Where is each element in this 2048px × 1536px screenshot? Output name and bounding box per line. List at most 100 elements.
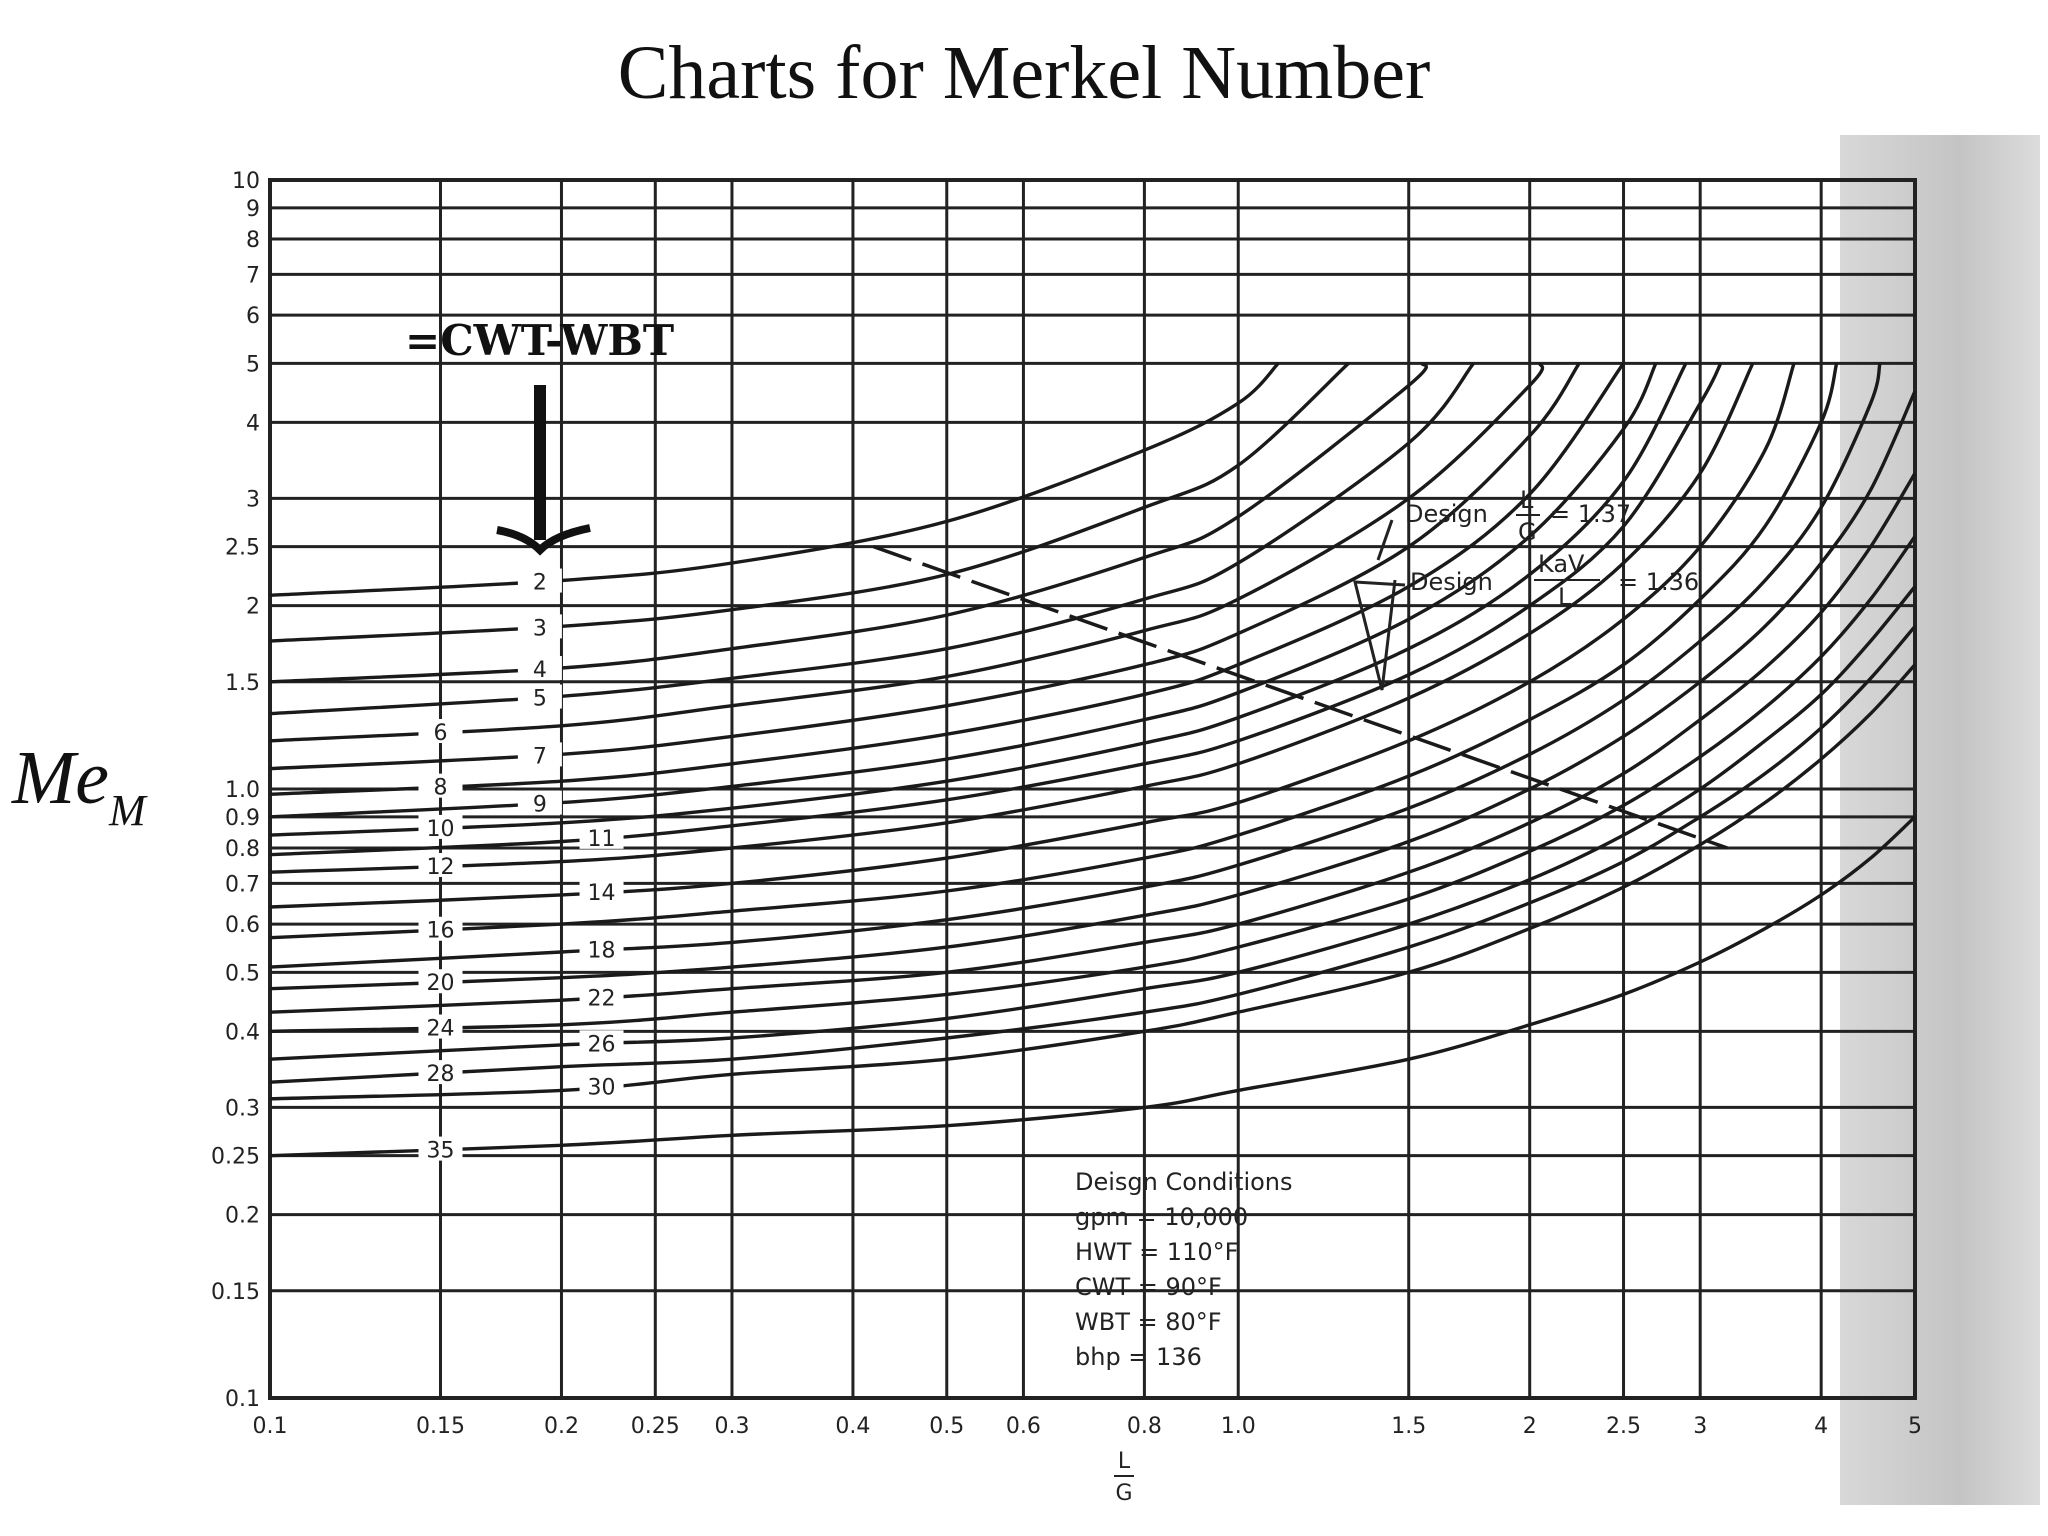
x-tick-label: 0.25	[631, 1414, 680, 1439]
series-label-bg	[418, 916, 463, 941]
design-kav-value: = 1.36	[1618, 568, 1699, 596]
x-tick-label: 2	[1523, 1414, 1537, 1439]
design-conditions: Deisgn Conditions gpm = 10,000 HWT = 110…	[1075, 1168, 1293, 1371]
series-curve	[269, 362, 1796, 909]
y-tick-label: 9	[246, 197, 260, 222]
y-tick-label: 0.15	[211, 1280, 260, 1305]
series-label: 2	[533, 571, 547, 596]
x-tick-label: 0.2	[544, 1414, 579, 1439]
x-tick-label: 0.1	[253, 1414, 288, 1439]
series-label: 28	[426, 1062, 454, 1087]
condition-wbt: WBT = 80°F	[1075, 1308, 1222, 1336]
series-label-bg	[517, 790, 562, 815]
series-label-bg	[579, 1030, 624, 1055]
series-label-bg	[418, 853, 463, 878]
series-label-bg	[418, 719, 463, 744]
y-axis-label-main: Me	[12, 736, 110, 820]
series-label-bg	[579, 984, 624, 1009]
series-label-bg	[579, 824, 624, 849]
series-label: 12	[426, 855, 454, 880]
x-axis-label: L G	[1114, 1449, 1134, 1506]
series-label: 10	[426, 817, 454, 842]
series-curve	[269, 472, 1917, 1014]
series-label-bg	[579, 1073, 624, 1098]
curve-layer	[269, 362, 1917, 1158]
series-label-bg	[517, 568, 562, 593]
series-label-bg	[579, 879, 624, 904]
x-tick-label: 0.8	[1127, 1414, 1162, 1439]
series-label: 8	[433, 776, 447, 801]
series-label: 16	[426, 919, 454, 944]
series-curve	[269, 362, 1545, 743]
series-curve	[269, 362, 1625, 796]
series-curve	[269, 625, 1917, 1084]
design-lg-prefix: Design	[1405, 500, 1488, 528]
y-tick-label: 10	[232, 169, 260, 194]
y-tick-label: 4	[246, 411, 260, 436]
design-kav-num: KaV	[1538, 550, 1585, 578]
y-tick-label: 3	[246, 487, 260, 512]
series-label: 5	[533, 687, 547, 712]
series-label-bg	[418, 969, 463, 994]
y-tick-label: 8	[246, 228, 260, 253]
cwt-wbt-annotation: =CWT-WBT	[405, 316, 674, 365]
series-curve	[269, 585, 1917, 1061]
series-label-bg	[517, 656, 562, 681]
condition-bhp: bhp = 136	[1075, 1343, 1202, 1371]
x-tick-label: 2.5	[1606, 1414, 1641, 1439]
series-label: 9	[533, 793, 547, 818]
x-tick-label: 5	[1908, 1414, 1922, 1439]
design-lg-num: L	[1520, 486, 1534, 514]
series-label-bg	[517, 614, 562, 639]
series-label: 20	[426, 971, 454, 996]
series-label: 18	[588, 939, 616, 964]
design-lg-den: G	[1518, 518, 1537, 546]
series-label: 24	[426, 1017, 454, 1042]
x-tick-label: 0.5	[929, 1414, 964, 1439]
series-label: 35	[426, 1139, 454, 1164]
condition-hwt: HWT = 110°F	[1075, 1238, 1238, 1266]
series-label-bg	[517, 684, 562, 709]
tick-layer: 0.1 0.15 0.2 0.25 0.3 0.4 0.5 0.6 0.8 1.0 1.5 2 2.5 3…	[211, 169, 1922, 1439]
down-arrow-icon	[496, 385, 591, 556]
y-tick-label: 6	[246, 304, 260, 329]
design-lg-label: Design L G = 1.37	[1405, 486, 1631, 546]
y-tick-label: 7	[246, 263, 260, 288]
x-tick-label: 1.5	[1391, 1414, 1426, 1439]
series-label: 11	[588, 827, 616, 852]
design-pointer-icon	[1353, 519, 1406, 691]
x-tick-label: 0.4	[835, 1414, 870, 1439]
x-tick-label: 3	[1693, 1414, 1707, 1439]
series-label: 14	[588, 881, 616, 906]
series-label-bg	[517, 742, 562, 767]
design-line	[872, 545, 1728, 850]
condition-cwt: CWT = 90°F	[1075, 1273, 1222, 1301]
y-tick-label: 0.7	[225, 872, 260, 897]
y-tick-label: 0.3	[225, 1096, 260, 1121]
series-curve	[269, 535, 1917, 1033]
series-label: 22	[588, 986, 616, 1011]
y-tick-label: 0.9	[225, 806, 260, 831]
series-curve	[269, 362, 1688, 837]
y-tick-label: 0.1	[225, 1387, 260, 1412]
series-label: 4	[533, 658, 547, 683]
x-tick-label: 0.6	[1006, 1414, 1041, 1439]
y-tick-label: 2	[246, 595, 260, 620]
x-axis-label-den: G	[1115, 1481, 1132, 1506]
x-tick-label: 0.3	[714, 1414, 749, 1439]
y-tick-label: 0.5	[225, 961, 260, 986]
design-kav-prefix: Design	[1410, 568, 1493, 596]
y-tick-label: 0.4	[225, 1020, 260, 1045]
x-axis-label-num: L	[1118, 1449, 1131, 1474]
series-curve	[269, 362, 1723, 857]
y-tick-label: 0.6	[225, 913, 260, 938]
y-tick-label: 1.5	[225, 671, 260, 696]
series-label: 7	[533, 744, 547, 769]
series-label: 26	[588, 1032, 616, 1057]
y-tick-label: 1.0	[225, 778, 260, 803]
design-kav-label: Design KaV L = 1.36	[1410, 550, 1699, 611]
curve-label-layer: 2 3 4 5 6 7 8 9 10 11 12 14 16 18 20 22 24 26 28 30 35	[418, 568, 624, 1164]
series-curve	[269, 362, 1755, 874]
series-label-bg	[418, 1136, 463, 1161]
